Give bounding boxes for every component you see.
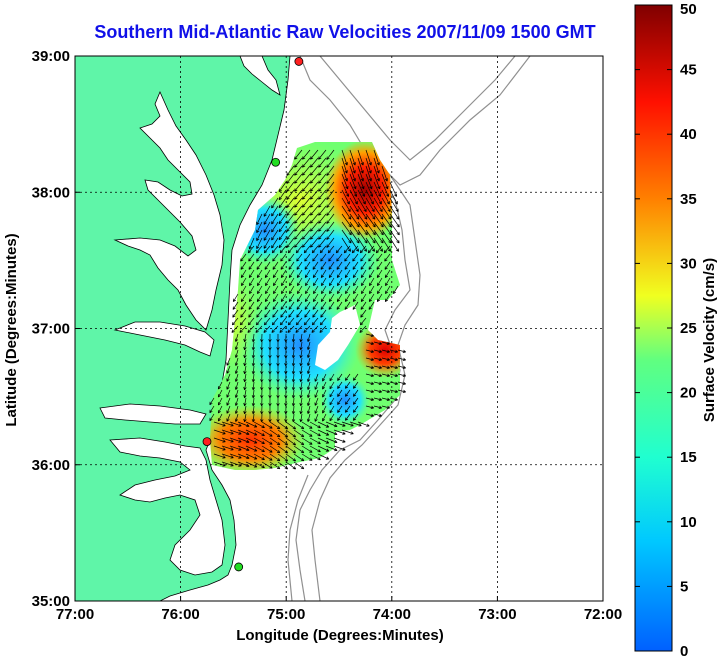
y-tick-label: 39:00 bbox=[32, 48, 70, 65]
x-axis-ticks: 77:00 76:00 75:00 74:00 73:00 72:00 bbox=[56, 596, 622, 623]
james-river bbox=[113, 321, 215, 357]
station-marker bbox=[234, 562, 244, 572]
colorbar-tick-label: 5 bbox=[680, 578, 688, 595]
map-title: Southern Mid-Atlantic Raw Velocities 200… bbox=[94, 22, 595, 42]
y-axis-ticks: 35:00 36:00 37:00 38:00 39:00 bbox=[32, 48, 80, 610]
colorbar-tick-label: 50 bbox=[680, 1, 697, 18]
colorbar-tick-label: 45 bbox=[680, 62, 697, 79]
y-tick-label: 38:00 bbox=[32, 184, 70, 201]
station-marker bbox=[271, 157, 281, 167]
colorbar-tick-label: 30 bbox=[680, 255, 697, 272]
x-tick-label: 75:00 bbox=[267, 606, 305, 623]
chesapeake-bay bbox=[113, 90, 225, 331]
radar-stations bbox=[202, 57, 304, 572]
x-tick-label: 73:00 bbox=[478, 606, 516, 623]
pamlico-sound bbox=[109, 437, 226, 576]
station-marker bbox=[294, 57, 304, 66]
x-tick-label: 72:00 bbox=[584, 606, 622, 623]
colorbar-tick-label: 0 bbox=[680, 643, 688, 659]
colorbar bbox=[634, 4, 673, 652]
y-axis-label: Latitude (Degrees:Minutes) bbox=[3, 233, 20, 426]
colorbar-ticks: 0 5 10 15 20 25 30 35 40 45 50 bbox=[635, 1, 697, 659]
colorbar-tick-label: 10 bbox=[680, 514, 697, 531]
velocity-vectors bbox=[209, 149, 406, 470]
delaware-bay bbox=[239, 56, 281, 96]
colorbar-tick-label: 20 bbox=[680, 385, 697, 402]
colorbar-tick-label: 40 bbox=[680, 126, 697, 143]
albemarle-sound bbox=[99, 403, 207, 425]
x-tick-label: 76:00 bbox=[161, 606, 199, 623]
grid-lines bbox=[75, 56, 603, 601]
colorbar-label: Surface Velocity (cm/s) bbox=[701, 258, 718, 422]
y-tick-label: 37:00 bbox=[32, 321, 70, 338]
x-tick-label: 77:00 bbox=[56, 606, 94, 623]
y-tick-label: 35:00 bbox=[32, 593, 70, 610]
x-tick-label: 74:00 bbox=[373, 606, 411, 623]
y-tick-label: 36:00 bbox=[32, 457, 70, 474]
x-axis-label: Longitude (Degrees:Minutes) bbox=[236, 627, 444, 644]
colorbar-tick-label: 35 bbox=[680, 191, 697, 208]
colorbar-tick-label: 25 bbox=[680, 320, 697, 337]
velocity-field bbox=[210, 142, 400, 470]
station-marker bbox=[202, 437, 212, 446]
colorbar-tick-label: 15 bbox=[680, 449, 697, 466]
